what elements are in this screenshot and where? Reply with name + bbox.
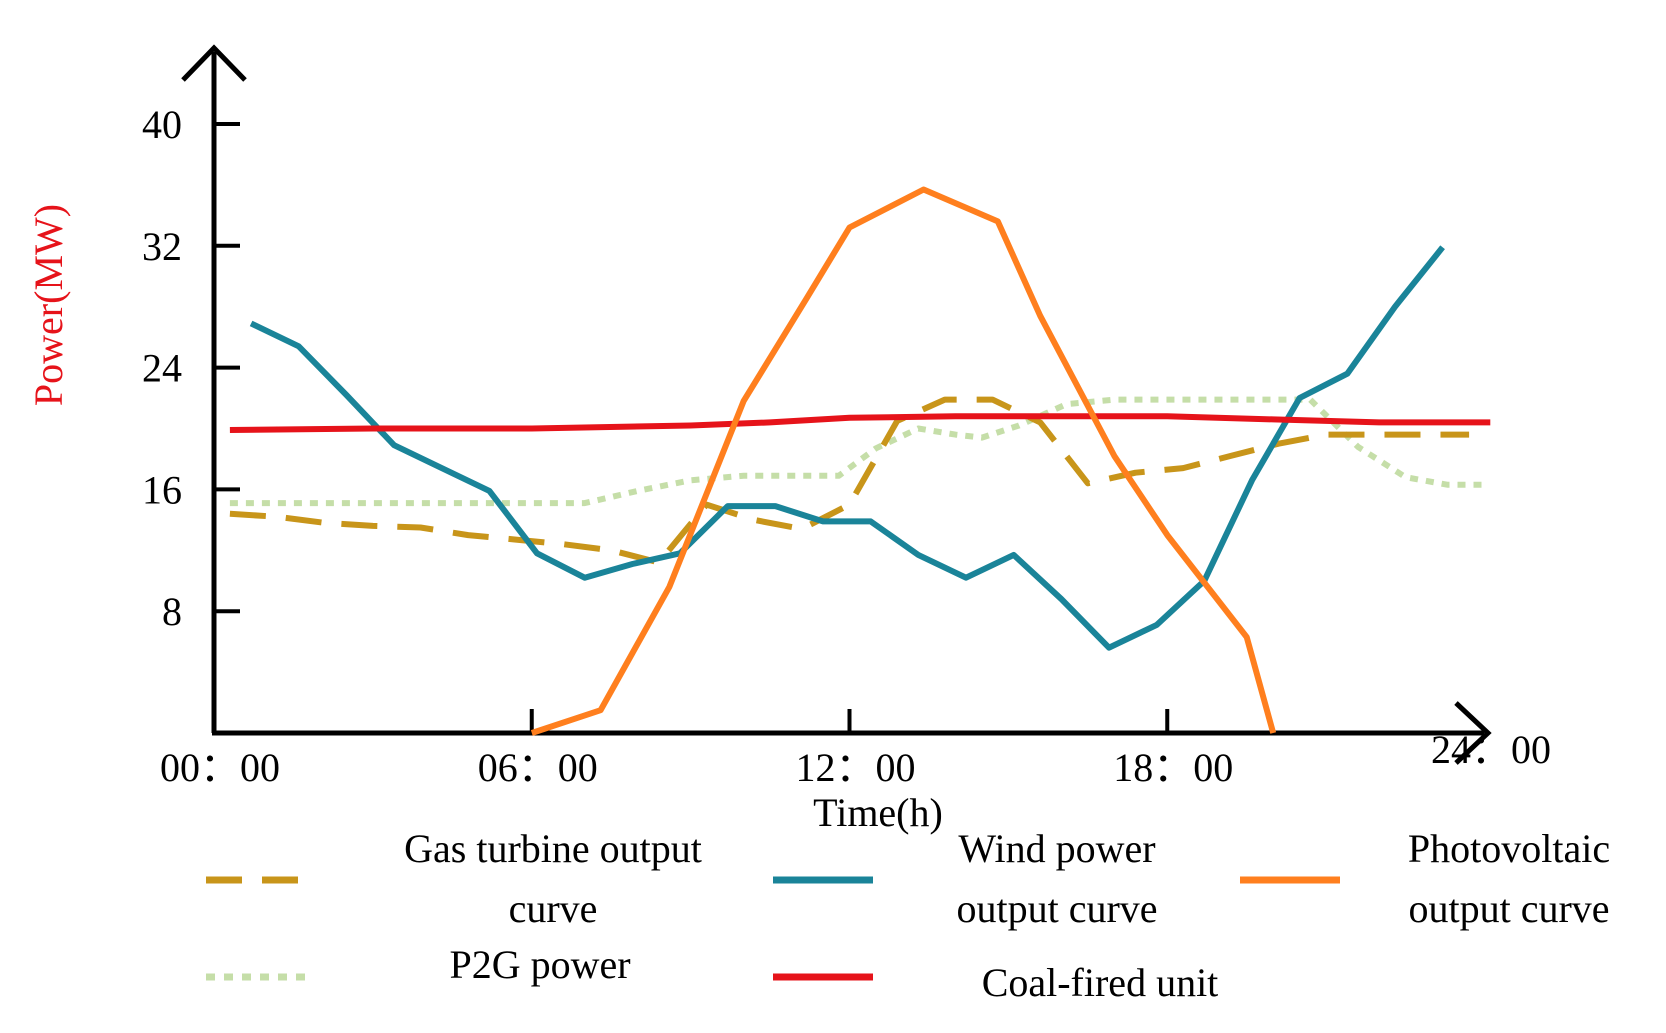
- legend-item-p2g: P2G power: [206, 942, 631, 987]
- x-tick-label: 00：00: [160, 745, 280, 790]
- legend-label-gas-turbine-line1: Gas turbine output: [404, 826, 702, 871]
- y-axis-title: Power(MW): [26, 204, 71, 406]
- legend: Gas turbine output curve Wind power outp…: [206, 826, 1610, 1005]
- legend-item-photovoltaic: Photovoltaic output curve: [1240, 826, 1610, 931]
- legend-label-wind-power-line1: Wind power: [958, 826, 1155, 871]
- legend-label-gas-turbine-line2: curve: [509, 886, 598, 931]
- x-tick-label: 18：00: [1113, 745, 1233, 790]
- y-tick-label: 32: [142, 224, 182, 269]
- legend-item-gas-turbine: Gas turbine output curve: [206, 826, 702, 931]
- series-line-wind-power-output-curve: [249, 245, 1445, 651]
- y-tick-label: 24: [142, 346, 182, 391]
- legend-label-coal-fired: Coal-fired unit: [982, 960, 1219, 1005]
- series-lines: [229, 186, 1491, 736]
- legend-label-photovoltaic-line2: output curve: [1408, 886, 1609, 931]
- x-tick-label: 12：00: [796, 745, 916, 790]
- y-axis-arrow: [181, 44, 247, 82]
- legend-label-wind-power-line2: output curve: [956, 886, 1157, 931]
- x-tick-label: 24：00: [1431, 727, 1551, 772]
- series-line-p2g-power: [229, 396, 1485, 507]
- y-ticks: 8 16 24 32 40: [142, 102, 240, 634]
- x-tick-label: 06：00: [478, 745, 598, 790]
- series-line-coal-fired-unit: [229, 413, 1491, 433]
- x-axis-arrow: [1454, 701, 1492, 765]
- y-tick-label: 8: [162, 589, 182, 634]
- y-tick-label: 16: [142, 467, 182, 512]
- legend-label-photovoltaic-line1: Photovoltaic: [1408, 826, 1610, 871]
- legend-item-coal-fired: Coal-fired unit: [773, 960, 1218, 1005]
- x-axis-title: Time(h): [813, 790, 943, 835]
- legend-label-p2g: P2G power: [449, 942, 630, 987]
- y-tick-label: 40: [142, 102, 182, 147]
- x-ticks: 00：00 06：00 12：00 18：00 24：00: [160, 709, 1551, 790]
- legend-item-wind-power: Wind power output curve: [773, 826, 1158, 931]
- series-line-photovoltaic-output-curve: [530, 186, 1277, 736]
